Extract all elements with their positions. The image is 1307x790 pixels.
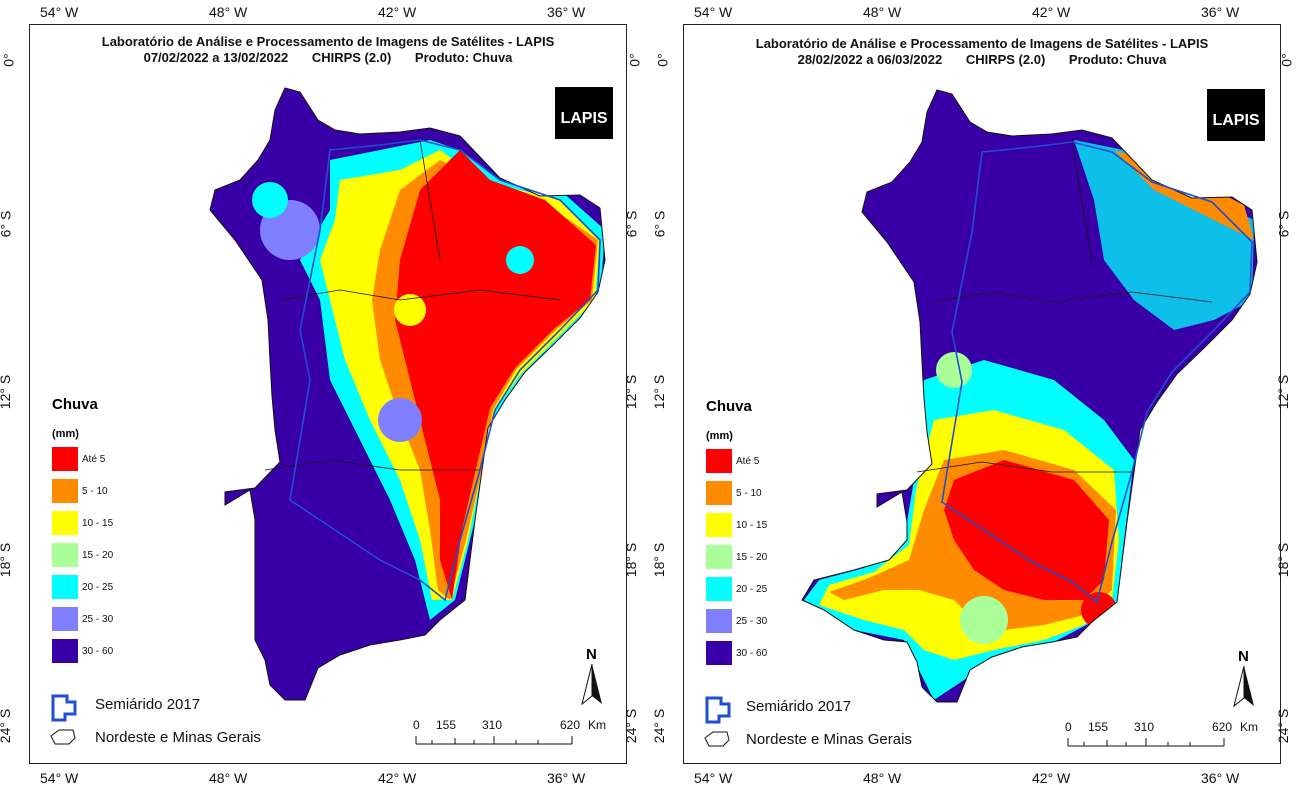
legend-swatch <box>706 481 732 505</box>
legend-label: 15 - 20 <box>82 550 114 561</box>
precipitation-map <box>801 89 1258 703</box>
legend-label: 25 - 30 <box>82 614 114 625</box>
legend-swatch <box>52 575 78 599</box>
legend-title: Chuva <box>52 396 98 413</box>
scale-unit: Km <box>588 718 606 732</box>
scale-label: 0 <box>413 718 420 732</box>
region-label: Nordeste e Minas Gerais <box>95 729 261 746</box>
map-subtitle: 28/02/2022 a 06/03/2022 CHIRPS (2.0) Pro… <box>683 52 1281 67</box>
semiarido-legend-icon <box>704 696 731 747</box>
scale-label: 310 <box>1134 720 1155 734</box>
legend-swatch <box>52 511 78 535</box>
legend-swatch <box>706 513 732 537</box>
lon-tick-top: 48° W <box>209 4 248 20</box>
legend-swatch <box>706 545 732 569</box>
region-label: Nordeste e Minas Gerais <box>746 731 912 748</box>
scale-unit: Km <box>1240 720 1258 734</box>
lon-tick-top: 54° W <box>694 4 733 20</box>
date-range: 07/02/2022 a 13/02/2022 <box>143 50 289 65</box>
scale-label: 155 <box>1088 720 1109 734</box>
legend-label: Até 5 <box>82 454 106 465</box>
lon-tick-top: 42° W <box>378 4 417 20</box>
lon-tick-bottom: 36° W <box>547 770 586 786</box>
scale-label: 0 <box>1065 720 1072 734</box>
product-label: Produto: Chuva <box>414 50 513 65</box>
legend-swatch <box>52 447 78 471</box>
lon-tick-top: 42° W <box>1032 4 1071 20</box>
north-arrow-icon <box>581 664 602 706</box>
semiarido-label: Semiárido 2017 <box>746 698 852 715</box>
map-title: Laboratório de Análise e Processamento d… <box>101 34 555 49</box>
legend-label: 5 - 10 <box>736 488 762 499</box>
legend-swatch <box>706 449 732 473</box>
legend-label: 20 - 25 <box>82 582 114 593</box>
scale-bar <box>415 736 573 745</box>
legend-label: Até 5 <box>736 456 760 467</box>
legend-swatch <box>706 609 732 633</box>
lon-tick-bottom: 48° W <box>863 770 902 786</box>
dataset-label: CHIRPS (2.0) <box>965 52 1046 67</box>
legend-swatch <box>706 577 732 601</box>
scale-bar <box>1067 738 1225 747</box>
legend-swatch <box>52 543 78 567</box>
lon-tick-bottom: 42° W <box>1032 770 1071 786</box>
lapis-logo: LAPIS <box>555 87 613 139</box>
legend-label: 10 - 15 <box>736 520 768 531</box>
lon-tick-bottom: 54° W <box>40 770 79 786</box>
legend-label: 15 - 20 <box>736 552 768 563</box>
legend-unit: (mm) <box>706 430 733 442</box>
scale-label: 620 <box>560 718 581 732</box>
scale-label: 155 <box>436 718 457 732</box>
legend-label: 25 - 30 <box>736 616 768 627</box>
legend-label: 20 - 25 <box>736 584 768 595</box>
legend-swatch <box>52 639 78 663</box>
legend-swatch <box>52 607 78 631</box>
legend-label: 10 - 15 <box>82 518 114 529</box>
legend-label: 30 - 60 <box>82 646 114 657</box>
legend-label: 5 - 10 <box>82 486 108 497</box>
legend-label: 30 - 60 <box>736 648 768 659</box>
legend-unit: (mm) <box>52 428 79 440</box>
north-arrow-icon <box>1233 666 1254 708</box>
legend-title: Chuva <box>706 398 752 415</box>
lon-tick-top: 36° W <box>1201 4 1240 20</box>
semiarido-legend-icon <box>50 694 77 745</box>
scale-label: 310 <box>482 718 503 732</box>
product-label: Produto: Chuva <box>1068 52 1167 67</box>
lon-tick-bottom: 48° W <box>209 770 248 786</box>
north-label: N <box>1238 648 1249 665</box>
map-title: Laboratório de Análise e Processamento d… <box>755 36 1209 51</box>
scale-label: 620 <box>1212 720 1233 734</box>
lon-tick-top: 36° W <box>547 4 586 20</box>
date-range: 28/02/2022 a 06/03/2022 <box>797 52 943 67</box>
lon-tick-bottom: 42° W <box>378 770 417 786</box>
map-panel-left: 54° W 48° W 42° W 36° W 54° W 48° W 42° … <box>0 4 643 786</box>
map-panel-right: 54° W 48° W 42° W 36° W 54° W 48° W 42° … <box>651 0 1307 790</box>
lon-tick-top: 54° W <box>40 4 79 20</box>
legend-swatch <box>706 641 732 665</box>
lon-tick-bottom: 36° W <box>1201 770 1240 786</box>
precipitation-map <box>209 87 606 701</box>
map-subtitle: 07/02/2022 a 13/02/2022 CHIRPS (2.0) Pro… <box>29 50 627 65</box>
lapis-logo: LAPIS <box>1207 89 1265 141</box>
lon-tick-top: 48° W <box>863 4 902 20</box>
dataset-label: CHIRPS (2.0) <box>311 50 392 65</box>
lon-tick-bottom: 54° W <box>694 770 733 786</box>
north-label: N <box>586 646 597 663</box>
legend-swatch <box>52 479 78 503</box>
semiarido-label: Semiárido 2017 <box>95 696 201 713</box>
